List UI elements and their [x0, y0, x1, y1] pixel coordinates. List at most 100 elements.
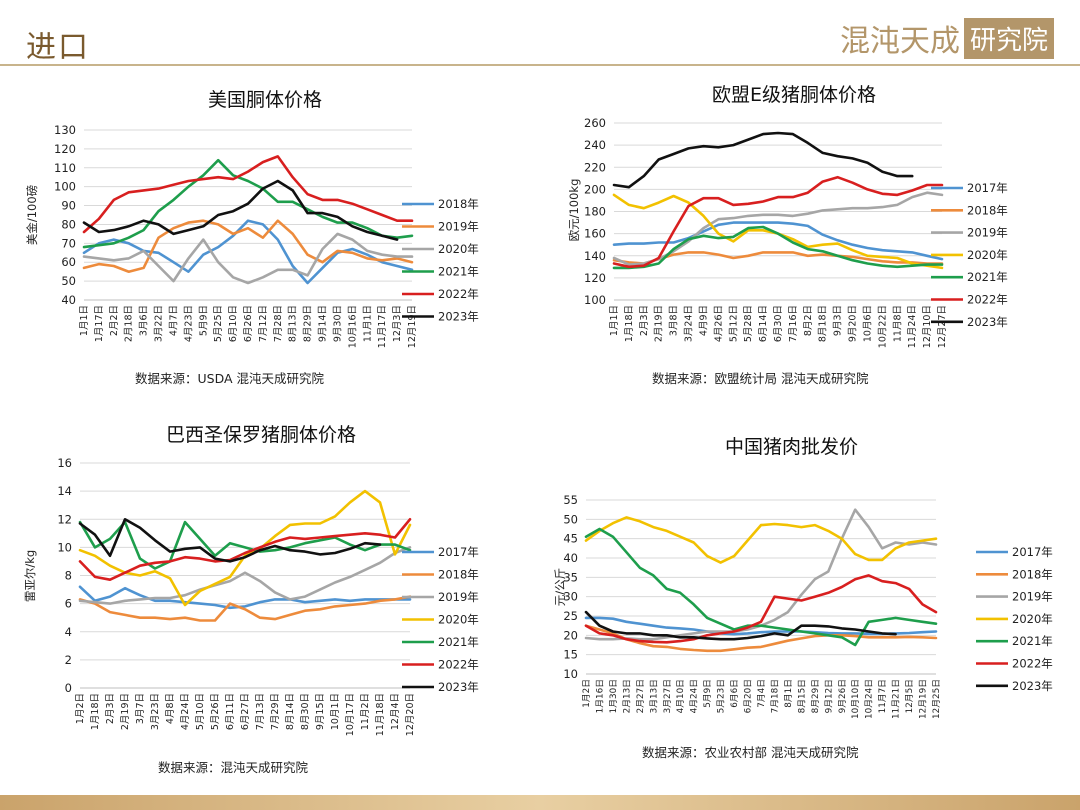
x-tick-label: 8月1日: [783, 679, 794, 708]
eu-carcass-price-chart: 欧盟E级猪胴体价格 100 120 140 160 180 200 220 240 260 欧元/…: [540, 70, 1080, 400]
legend-label: 2020年: [438, 242, 479, 256]
x-tick-label: 7月28日: [273, 305, 284, 342]
x-tick-label: 6月20日: [743, 679, 754, 713]
x-tick-label: 1月30日: [608, 679, 619, 713]
x-tick-label: 2月2日: [109, 305, 120, 336]
x-tick-label: 6月10日: [228, 305, 239, 342]
x-tick-label: 11月17日: [377, 305, 388, 348]
legend-label: 2021年: [967, 270, 1008, 284]
china-pork-wholesale-chart: 中国猪肉批发价 10 15 20 25 30 35 40 45 50 55 元/公斤 1月2日 1月16…: [540, 410, 1080, 790]
x-tick-label: 1月17日: [94, 305, 105, 342]
y-tick-label: 160: [584, 227, 606, 241]
y-tick-label: 90: [61, 199, 76, 213]
x-tick-label: 12月20日: [405, 693, 416, 736]
y-tick-label: 220: [584, 160, 606, 174]
x-tick-label: 8月29日: [810, 679, 821, 713]
x-tick-label: 6月26日: [243, 305, 254, 342]
series-line-2023年: [78, 518, 382, 563]
x-tick-label: 7月18日: [769, 679, 780, 713]
x-tick-label: 12月5日: [904, 679, 915, 713]
x-tick-label: 3月8日: [669, 305, 680, 336]
chart-title: 欧盟E级猪胴体价格: [712, 84, 877, 106]
y-tick-label: 55: [563, 493, 578, 507]
series-line-2021年: [584, 527, 938, 647]
x-tick-label: 9月3日: [833, 305, 844, 336]
y-tick-label: 25: [563, 609, 578, 623]
x-tick-label: 2月3日: [639, 305, 650, 336]
series-line-2017年: [78, 585, 412, 610]
series-line-2018年: [78, 595, 412, 622]
x-tick-label: 7月4日: [756, 679, 767, 708]
chart-source: 数据来源：欧盟统计局 混沌天成研究院: [652, 371, 869, 386]
x-tick-label: 11月7日: [877, 679, 888, 713]
x-tick-label: 8月14日: [285, 693, 296, 730]
y-tick-label: 12: [57, 512, 72, 526]
x-tick-label: 11月2日: [360, 693, 371, 730]
y-tick-label: 15: [563, 648, 578, 662]
series-line-2022年: [612, 175, 944, 269]
y-tick-label: 70: [61, 236, 76, 250]
series-line-2018年: [82, 219, 414, 285]
x-tick-label: 9月30日: [332, 305, 343, 342]
x-tick-label: 1月1日: [79, 305, 90, 336]
y-tick-label: 260: [584, 116, 606, 130]
y-tick-label: 120: [54, 142, 76, 156]
x-tick-label: 5月23日: [716, 679, 727, 713]
x-tick-label: 2月19日: [120, 693, 131, 730]
header-divider: [0, 64, 1080, 66]
y-tick-label: 120: [584, 271, 606, 285]
legend-label: 2018年: [967, 203, 1008, 217]
y-tick-label: 35: [563, 570, 578, 584]
y-tick-label: 80: [61, 217, 76, 231]
x-tick-label: 5月28日: [743, 305, 754, 342]
x-tick-label: 10月22日: [877, 305, 888, 348]
legend-label: 2019年: [438, 590, 479, 604]
legend-label: 2021年: [438, 635, 479, 649]
x-tick-label: 1月2日: [75, 693, 86, 724]
y-tick-label: 240: [584, 138, 606, 152]
y-tick-label: 100: [584, 293, 606, 307]
x-tick-label: 2月13日: [621, 679, 632, 713]
x-tick-label: 1月18日: [90, 693, 101, 730]
x-tick-label: 12月27日: [937, 305, 948, 348]
series-line-2020年: [584, 516, 938, 564]
x-tick-label: 8月18日: [818, 305, 829, 342]
x-tick-label: 5月9日: [198, 305, 209, 336]
y-tick-label: 50: [61, 274, 76, 288]
legend-label: 2022年: [438, 658, 479, 672]
y-tick-label: 10: [57, 540, 72, 554]
x-tick-label: 8月13日: [288, 305, 299, 342]
x-tick-label: 10月16日: [347, 305, 358, 348]
x-tick-label: 6月6日: [729, 679, 740, 708]
legend-label: 2022年: [1012, 657, 1053, 671]
x-tick-label: 4月7日: [168, 305, 179, 336]
y-tick-label: 100: [54, 180, 76, 194]
legend-label: 2023年: [967, 315, 1008, 329]
x-tick-label: 5月9日: [702, 679, 713, 708]
x-tick-label: 3月24日: [684, 305, 695, 342]
x-tick-label: 1月2日: [581, 679, 592, 708]
legend-label: 2021年: [1012, 634, 1053, 648]
x-tick-label: 2月3日: [105, 693, 116, 724]
x-tick-label: 2月27日: [635, 679, 646, 713]
legend-label: 2017年: [967, 181, 1008, 195]
x-tick-label: 12月19日: [918, 679, 929, 719]
y-tick-label: 6: [65, 597, 72, 611]
y-tick-label: 14: [57, 484, 72, 498]
legend-label: 2019年: [967, 226, 1008, 240]
legend-label: 2023年: [438, 310, 479, 324]
legend-label: 2017年: [438, 545, 479, 559]
y-tick-label: 2: [65, 653, 72, 667]
legend-label: 2018年: [1012, 567, 1053, 581]
series-line-2019年: [82, 219, 414, 273]
series-line-2023年: [612, 131, 914, 189]
legend-label: 2020年: [438, 613, 479, 627]
x-tick-label: 7月16日: [788, 305, 799, 342]
x-tick-label: 4月8日: [165, 693, 176, 724]
series-line-2021年: [82, 158, 414, 249]
x-tick-label: 10月17日: [345, 693, 356, 736]
legend-label: 2018年: [438, 568, 479, 582]
x-tick-label: 4月24日: [180, 693, 191, 730]
chart-source: 数据来源：混沌天成研究院: [158, 760, 309, 775]
